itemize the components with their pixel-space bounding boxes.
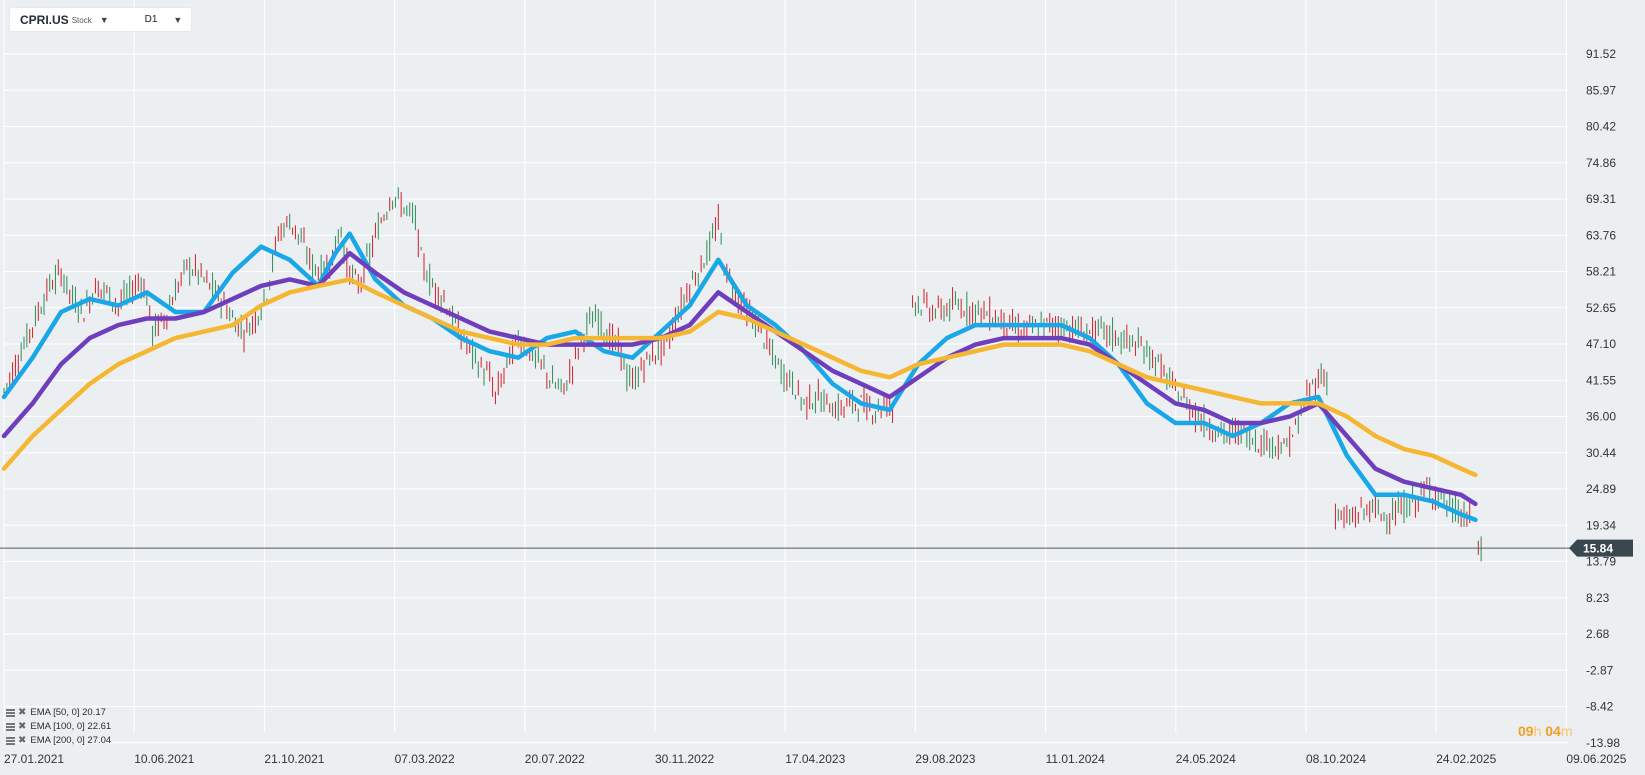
ema-series-line-2	[1, 250, 1478, 507]
y-tick-label: 52.65	[1586, 301, 1616, 315]
close-icon[interactable]: ✖	[18, 707, 27, 718]
current-price-badge	[1569, 539, 1633, 557]
y-tick-label: 80.42	[1586, 120, 1616, 134]
x-tick-label: 08.10.2024	[1306, 752, 1366, 766]
y-tick-label: 47.10	[1586, 337, 1616, 351]
countdown-minutes-unit: m	[1560, 723, 1573, 739]
y-tick-label: 24.89	[1586, 482, 1616, 496]
y-tick-label: 19.34	[1586, 518, 1616, 532]
close-icon[interactable]: ✖	[18, 735, 27, 746]
x-tick-label: 21.10.2021	[264, 752, 324, 766]
symbol-dropdown-icon[interactable]: ▼	[99, 14, 109, 25]
symbol-label[interactable]: CPRI.US	[20, 12, 69, 27]
candle-countdown: 09h 04m	[1518, 723, 1573, 739]
instrument-selector-bar: CPRI.US Stock ▼ D1 ▼	[10, 8, 191, 31]
y-tick-label: 69.31	[1586, 192, 1616, 206]
countdown-minutes: 04	[1545, 723, 1561, 739]
y-tick-label: 74.86	[1586, 156, 1616, 170]
timeframe-dropdown-icon[interactable]: ▼	[173, 14, 183, 25]
y-tick-label: 85.97	[1586, 83, 1616, 97]
ema-series-line-1	[1, 231, 1478, 523]
x-tick-label: 27.01.2021	[4, 752, 64, 766]
y-tick-label: -2.87	[1586, 663, 1614, 677]
current-price-label: 15.84	[1583, 542, 1613, 556]
countdown-hours-unit: h	[1533, 723, 1542, 739]
y-tick-label: -8.42	[1586, 700, 1614, 714]
y-tick-label: -13.98	[1586, 736, 1620, 750]
menu-icon[interactable]	[6, 709, 15, 717]
indicator-legend: ✖ EMA [50, 0] 20.17 ✖ EMA [100, 0] 22.61…	[6, 706, 111, 748]
y-tick-label: 91.52	[1586, 47, 1616, 61]
x-tick-label: 24.05.2024	[1176, 752, 1236, 766]
x-tick-label: 24.02.2025	[1436, 752, 1496, 766]
y-tick-label: 13.79	[1586, 555, 1616, 569]
indicator-label: EMA [100, 0] 22.61	[30, 721, 112, 732]
y-tick-label: 30.44	[1586, 446, 1616, 460]
menu-icon[interactable]	[6, 737, 15, 745]
ema-series-line-3	[1, 277, 1478, 478]
indicator-label: EMA [50, 0] 20.17	[30, 707, 106, 718]
x-tick-label: 11.01.2024	[1046, 752, 1105, 766]
x-tick-label: 20.07.2022	[525, 752, 585, 766]
y-tick-label: 58.21	[1586, 265, 1616, 279]
y-tick-label: 41.55	[1586, 373, 1616, 387]
countdown-hours: 09	[1518, 723, 1534, 739]
y-tick-label: 36.00	[1586, 410, 1616, 424]
timeframe-label[interactable]: D1	[144, 14, 158, 25]
indicator-row[interactable]: ✖ EMA [100, 0] 22.61	[6, 720, 111, 734]
symbol-type-label: Stock	[71, 16, 92, 25]
close-icon[interactable]: ✖	[18, 721, 27, 732]
indicator-row[interactable]: ✖ EMA [200, 0] 27.04	[6, 734, 111, 748]
x-tick-label: 29.08.2023	[915, 752, 975, 766]
x-tick-label: 09.06.2025	[1566, 752, 1626, 766]
y-tick-label: 2.68	[1586, 627, 1610, 641]
y-tick-label: 8.23	[1586, 591, 1610, 605]
indicator-label: EMA [200, 0] 27.04	[30, 735, 112, 746]
x-tick-label: 10.06.2021	[134, 752, 194, 766]
x-tick-label: 30.11.2022	[655, 752, 714, 766]
y-tick-label: 63.76	[1586, 228, 1616, 242]
x-tick-label: 17.04.2023	[785, 752, 845, 766]
menu-icon[interactable]	[6, 723, 15, 731]
x-tick-label: 07.03.2022	[395, 752, 455, 766]
indicator-row[interactable]: ✖ EMA [50, 0] 20.17	[6, 706, 111, 720]
